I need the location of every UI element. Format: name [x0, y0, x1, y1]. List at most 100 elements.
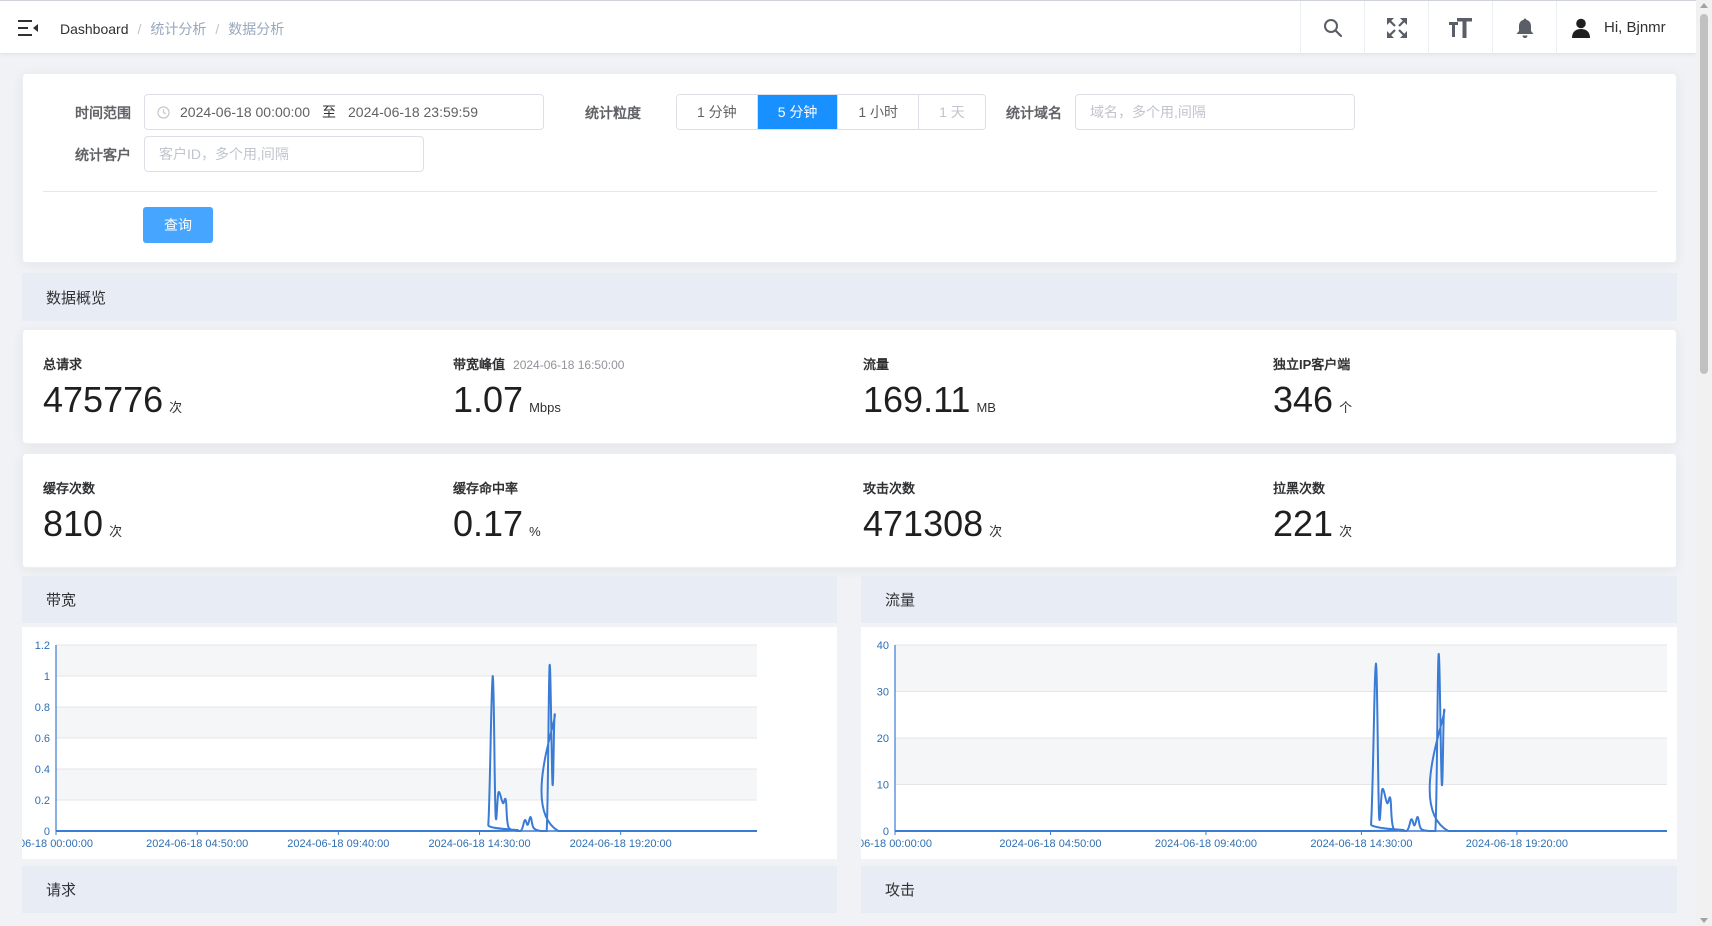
granularity-selector: 1 分钟 5 分钟 1 小时 1 天	[676, 94, 986, 130]
x-tick-label: 2024-06-18 19:20:00	[1466, 838, 1568, 850]
overview-title: 数据概览	[46, 289, 107, 307]
y-tick-label: 0.2	[35, 795, 50, 807]
grid-band	[895, 645, 1667, 692]
x-tick-label: 2024-06-18 09:40:00	[1155, 838, 1257, 850]
filter-divider	[43, 191, 1657, 192]
y-tick-label: 1.2	[35, 640, 50, 652]
scroll-thumb[interactable]	[1700, 14, 1708, 374]
stat-unit: 个	[1339, 400, 1353, 415]
y-tick-label: 0.6	[35, 733, 50, 745]
grid-band	[56, 707, 757, 738]
domain-placeholder: 域名，多个用,间隔	[1090, 104, 1206, 120]
traffic-title: 流量	[885, 592, 916, 609]
granularity-1hour[interactable]: 1 小时	[838, 95, 920, 129]
domain-input[interactable]: 域名，多个用,间隔	[1075, 94, 1355, 130]
customer-input[interactable]: 客户ID，多个用,间隔	[144, 136, 424, 172]
stat-unit: 次	[1339, 524, 1353, 539]
x-tick-label: 2024-06-18 04:50:00	[999, 838, 1101, 850]
stat-value: 1.07	[453, 379, 524, 420]
granularity-5min[interactable]: 5 分钟	[757, 95, 839, 129]
filter-panel: 时间范围 2024-06-18 00:00:00 至 2024-06-18 23…	[22, 73, 1677, 263]
bandwidth-title: 带宽	[46, 592, 77, 609]
y-tick-label: 0	[883, 826, 889, 838]
grid-band	[895, 738, 1667, 785]
stat-value: 471308	[863, 503, 984, 544]
stat-attack-count: 攻击次数 471308 次	[863, 478, 1002, 545]
stat-unit: 次	[169, 400, 183, 415]
y-tick-label: 30	[877, 687, 889, 699]
stat-cache-count: 缓存次数 810 次	[43, 478, 122, 545]
granularity-1min[interactable]: 1 分钟	[677, 95, 758, 129]
y-tick-label: 40	[877, 640, 889, 652]
x-tick-label: 06-18 00:00:00	[22, 838, 93, 850]
fullscreen-icon	[1386, 17, 1407, 38]
stat-value: 0.17	[453, 503, 524, 544]
x-tick-label: 2024-06-18 19:20:00	[570, 838, 672, 850]
font-size-button[interactable]	[1428, 1, 1492, 54]
y-tick-label: 0.4	[35, 764, 50, 776]
stat-value: 475776	[43, 379, 164, 420]
stat-unit: %	[529, 524, 541, 539]
granularity-1day: 1 天	[919, 95, 985, 129]
attacks-title: 攻击	[885, 882, 916, 899]
page-scrollbar[interactable]	[1696, 0, 1712, 926]
requests-title: 请求	[46, 882, 77, 899]
scroll-down-arrow-icon[interactable]	[1700, 918, 1708, 923]
x-tick-label: 06-18 00:00:00	[861, 838, 932, 850]
stat-title: 独立IP客户端	[1273, 357, 1351, 372]
bandwidth-chart: 0 0.2 0.4 0.6 0.8 1 1.2 06-18 00:00:00 2024-06-1…	[22, 627, 837, 859]
breadcrumb-statistics: 统计分析	[150, 21, 207, 37]
breadcrumb-dashboard[interactable]: Dashboard	[60, 21, 129, 37]
stat-block-count: 拉黑次数 221 次	[1273, 478, 1352, 545]
user-greeting: Hi, Bjnmr	[1604, 19, 1666, 36]
breadcrumb-separator: /	[137, 21, 142, 37]
grid-band	[56, 769, 757, 800]
query-button[interactable]: 查询	[143, 207, 213, 243]
bandwidth-chart-svg: 0 0.2 0.4 0.6 0.8 1 1.2 06-18 00:00:00 2024-06-1…	[22, 640, 757, 850]
attacks-header: 攻击	[861, 866, 1677, 913]
stat-traffic: 流量 169.11 MB	[863, 354, 996, 421]
bell-icon	[1516, 18, 1533, 38]
user-icon	[1572, 18, 1590, 38]
y-tick-label: 0.8	[35, 702, 50, 714]
grid-band	[56, 645, 757, 676]
time-range-end[interactable]: 2024-06-18 23:59:59	[348, 104, 478, 120]
stat-title: 总请求	[43, 357, 83, 372]
font-size-icon	[1448, 17, 1472, 38]
search-icon	[1323, 18, 1342, 37]
requests-header: 请求	[22, 866, 837, 913]
hamburger-icon[interactable]	[17, 17, 39, 39]
stat-title: 带宽峰值	[453, 357, 506, 372]
stat-title: 拉黑次数	[1273, 481, 1326, 496]
breadcrumb: Dashboard / 统计分析 / 数据分析	[60, 19, 284, 39]
clock-icon	[157, 105, 170, 119]
stat-unique-ip-clients: 独立IP客户端 346 个	[1273, 354, 1352, 421]
stat-title: 流量	[863, 357, 890, 372]
fullscreen-button[interactable]	[1364, 1, 1428, 54]
traffic-chart: 0 10 20 30 40 06-18 00:00:00 2024-06-18 04:50:…	[861, 627, 1677, 859]
y-tick-label: 10	[877, 780, 889, 792]
scroll-up-arrow-icon[interactable]	[1700, 3, 1708, 8]
time-range-separator: 至	[322, 104, 336, 120]
series-line	[56, 664, 757, 833]
domain-label: 统计域名	[1006, 105, 1062, 121]
bandwidth-header: 带宽	[22, 576, 837, 623]
stat-cache-hit-rate: 缓存命中率 0.17%	[453, 478, 541, 545]
notifications-button[interactable]	[1492, 1, 1556, 54]
traffic-header: 流量	[861, 576, 1677, 623]
stat-value: 810	[43, 503, 104, 544]
time-range-picker[interactable]: 2024-06-18 00:00:00 至 2024-06-18 23:59:5…	[144, 94, 544, 130]
breadcrumb-separator: /	[215, 21, 220, 37]
stat-total-requests: 总请求 475776 次	[43, 354, 182, 421]
traffic-chart-svg: 0 10 20 30 40 06-18 00:00:00 2024-06-18 04:50:…	[861, 640, 1667, 850]
stats-row-1: 总请求 475776 次 带宽峰值 2024-06-18 16:50:00 1.07…	[22, 329, 1677, 444]
stat-value: 221	[1273, 503, 1334, 544]
time-range-start[interactable]: 2024-06-18 00:00:00	[180, 104, 310, 120]
y-tick-label: 20	[877, 733, 889, 745]
search-button[interactable]	[1300, 1, 1364, 54]
granularity-label: 统计粒度	[585, 105, 641, 121]
stat-unit: 次	[109, 524, 123, 539]
stat-title: 缓存命中率	[453, 481, 519, 496]
stat-unit: 次	[989, 524, 1003, 539]
user-menu[interactable]: Hi, Bjnmr	[1556, 1, 1696, 54]
